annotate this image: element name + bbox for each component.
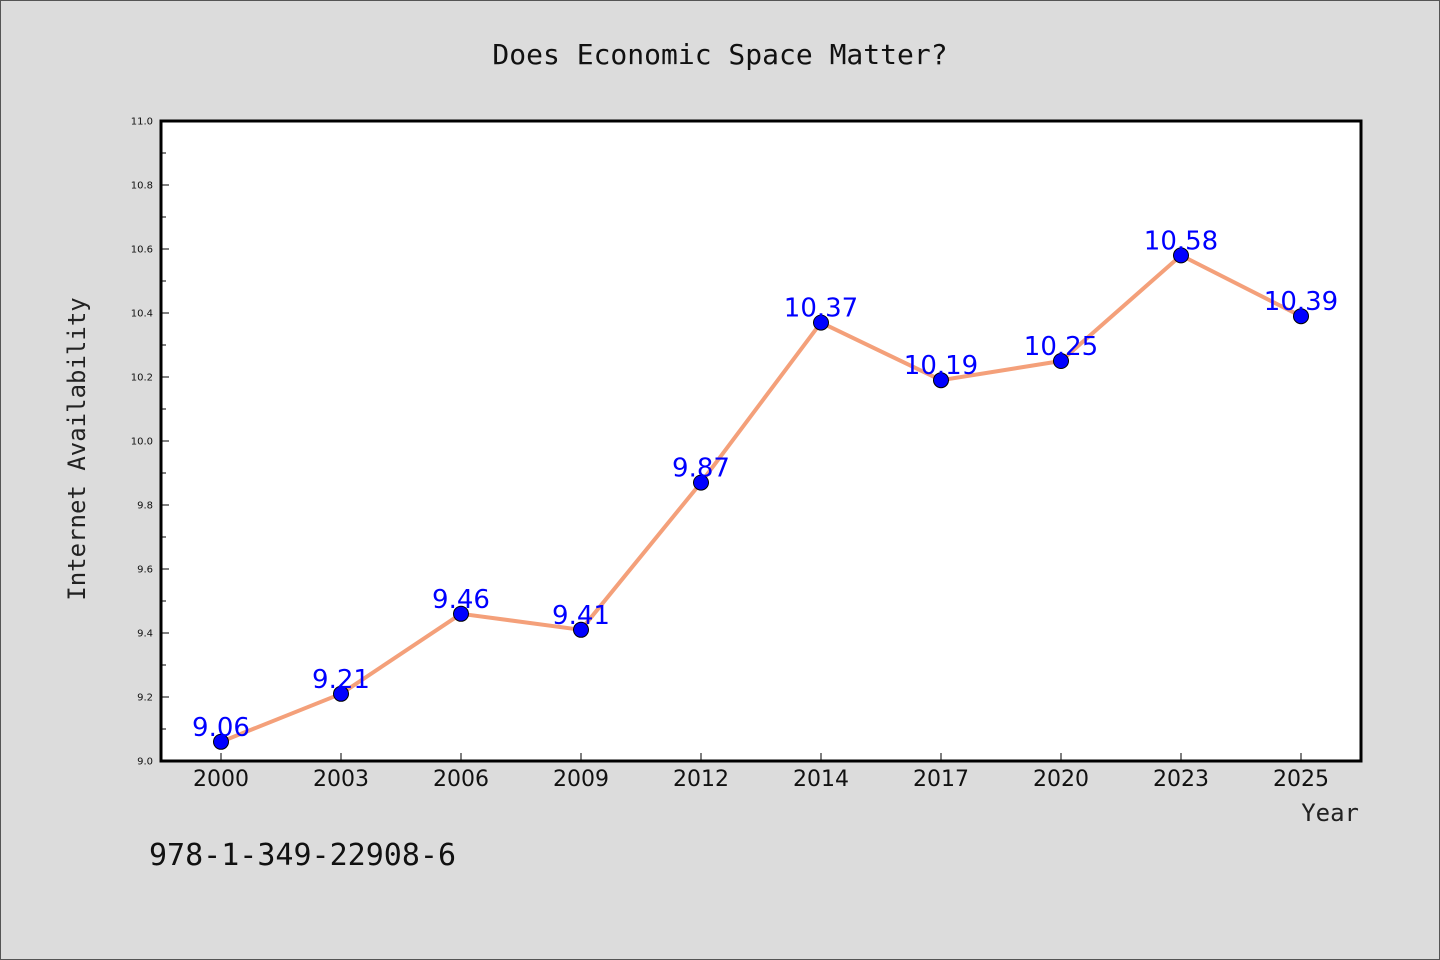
data-point [213,733,229,750]
data-point [573,621,589,638]
data-point [453,605,469,622]
x-tick-label: 2017 [913,767,969,792]
data-label: 10.39 [1264,287,1338,317]
data-label: 9.06 [192,713,250,743]
data-label: 9.21 [312,665,370,695]
y-tick-label: 9.0 [137,757,153,768]
data-label: 10.58 [1144,226,1218,256]
y-tick-label: 10.4 [131,309,153,320]
isbn-text: 978-1-349-22908-6 [149,838,456,873]
x-tick-label: 2009 [553,767,609,792]
y-tick-label: 10.6 [131,245,153,256]
y-tick-label: 9.4 [137,629,153,640]
data-point [333,685,349,702]
data-label: 10.25 [1024,332,1098,362]
data-point [693,474,709,491]
data-label: 9.46 [432,585,490,615]
x-tick-label: 2014 [793,767,849,792]
x-axis: 2000 2003 2006 2009 2012 2014 2017 2020 2023 2025 [193,753,1329,792]
x-tick-label: 2023 [1153,767,1209,792]
data-label: 10.19 [904,351,978,381]
x-axis-label: Year [1301,799,1359,827]
y-tick-label: 10.0 [131,437,153,448]
y-tick-label: 11.0 [131,117,153,128]
data-markers [213,247,1309,750]
x-tick-label: 2020 [1033,767,1089,792]
x-tick-label: 2006 [433,767,489,792]
series-line [220,253,1302,744]
data-point [813,314,829,331]
y-tick-label: 9.6 [137,565,153,576]
data-label: 9.41 [552,601,610,631]
x-tick-label: 2003 [313,767,369,792]
x-tick-label: 2000 [193,767,249,792]
x-tick-label: 2025 [1273,767,1329,792]
y-tick-label: 9.8 [137,501,153,512]
data-point [1293,308,1309,325]
plot-area [161,121,1361,761]
data-labels: 9.06 9.21 9.46 9.41 9.87 10.37 10.19 10.25 10.58… [192,226,1338,742]
plot-frame [159,119,1363,763]
y-tick-label: 9.2 [137,693,153,704]
x-tick-label: 2012 [673,767,729,792]
data-label: 9.87 [672,454,730,484]
data-label: 10.37 [784,294,858,324]
chart-title: Does Economic Space Matter? [492,38,947,71]
data-point [1173,247,1189,264]
data-point [1053,353,1069,369]
y-tick-label: 10.8 [131,181,153,192]
data-point [933,372,949,389]
y-tick-label: 10.2 [131,373,153,384]
y-axis-label: Internet Availability [63,297,91,600]
